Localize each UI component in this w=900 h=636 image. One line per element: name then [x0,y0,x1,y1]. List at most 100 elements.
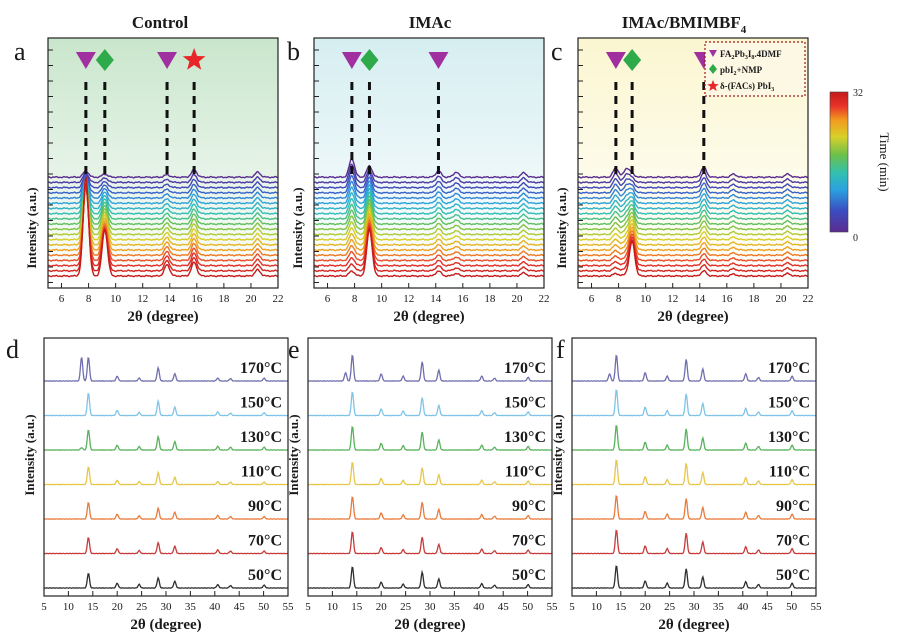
legend-triangle-icon [709,50,717,57]
panel-d-xtick-label: 35 [185,601,197,613]
panel-f-temperature-labels: 170°C 150°C 130°C 110°C 90°C 70°C 50°C [768,360,810,584]
panel-e-xtick-label: 55 [547,601,559,613]
panel-e-trace-50c [308,566,552,590]
panel-c-trace [577,196,808,210]
panel-d-trace-50c [44,573,288,590]
panel-c-xtick-label: 18 [748,293,760,305]
panel-a-xtick-label: 20 [245,293,257,305]
panel-d-trace-170c [44,357,288,383]
panel-c-xticks: 6 8 10 12 14 16 18 20 22 [589,283,814,305]
panel-a-xtick-label: 18 [218,293,230,305]
panel-e-ylabel: Intensity (a.u.) [286,414,301,495]
panel-f-xtick-label: 35 [713,601,725,613]
panel-c-trace [577,236,808,268]
panel-d-temp-label: 90°C [248,498,282,515]
panel-d-xticks: 5 10 15 20 25 30 35 40 45 50 55 [41,591,294,613]
panel-f-xtick-label: 55 [811,601,823,613]
panel-d-xtick-label: 30 [161,601,173,613]
panel-c-traces [577,166,808,278]
panel-f-xtick-label: 50 [786,601,798,613]
panel-e-xtick-label: 35 [449,601,461,613]
panel-b-trace [313,221,544,262]
panel-f-xtick-label: 25 [664,601,676,613]
panel-b-ylabel: Intensity (a.u.) [290,187,305,268]
panel-b-trace [313,227,544,278]
panel-e-temp-label: 130°C [504,429,546,446]
panel-c-xtick-label: 14 [694,293,706,305]
panel-c-trace [577,239,808,273]
panel-e-xlabel: 2θ (degree) [394,617,465,633]
panel-b-title: IMAc [409,13,452,32]
panel-e-xtick-label: 10 [327,601,339,613]
panel-d-xtick-label: 5 [41,601,47,613]
panel-d-temperature-labels: 170°C 150°C 130°C 110°C 90°C 70°C 50°C [240,360,282,584]
panel-c-trace [577,219,808,242]
panel-a-trace [47,173,278,190]
triangle-icon [428,52,449,69]
legend-star-icon [707,80,719,91]
panel-b-letter: b [287,37,300,66]
panel-e-trace-130c [308,426,552,452]
panel-c-title: IMAc/BMIMBF4 [622,13,747,36]
panel-b-trace [313,215,544,252]
triangle-icon [605,52,626,69]
panel-d-trace-130c [44,429,288,452]
legend-item-triangle: FA2Pb3I8.4DMF [720,49,782,61]
panel-d-xtick-label: 45 [234,601,246,613]
panel-b-trace [313,224,544,268]
panel-b-xtick-label: 8 [352,293,358,305]
panel-f-temp-label: 70°C [776,533,810,550]
panel-c-ylabel: Intensity (a.u.) [554,187,569,268]
panel-d-xtick-label: 55 [283,601,295,613]
colorbar-gradient [829,91,849,233]
panel-a-xtick-label: 16 [191,293,203,305]
panel-d-xlabel: 2θ (degree) [130,617,201,633]
panel-b-trace [313,198,544,226]
panel-a-control: Control a 6 8 10 12 14 16 18 20 22 2θ (degree) I… [14,13,284,325]
panel-e-xtick-label: 45 [498,601,510,613]
panel-f-trace-90c [572,495,816,521]
triangle-icon [75,52,96,69]
panel-e-xtick-label: 30 [425,601,437,613]
panel-c-trace [577,182,808,195]
panel-e-trace-170c [308,354,552,383]
panel-d-letter: d [6,335,19,364]
panel-a-xtick-label: 22 [273,293,284,305]
panel-e-temp-label: 150°C [504,395,546,412]
panel-f-temp-label: 90°C [776,498,810,515]
panel-b-frame [313,37,545,289]
panel-e-xtick-label: 20 [376,601,388,613]
panel-d-xtick-label: 25 [136,601,148,613]
legend-diamond-icon [709,64,717,74]
panel-a-traces [47,168,278,278]
panel-d-trace-70c [44,537,288,555]
panel-f-temp-label: 110°C [769,464,810,481]
panel-e-temp-label: 50°C [512,567,546,584]
panel-c-xtick-label: 6 [589,293,595,305]
panel-e-trace-150c [308,391,552,417]
panel-c-trace [577,207,808,226]
panel-e-temp-label: 90°C [512,498,546,515]
panel-b-trace [313,208,544,242]
panel-f-trace-110c [572,459,816,486]
panel-e-temperature-labels: 170°C 150°C 130°C 110°C 90°C 70°C 50°C [504,360,546,584]
panel-b-xtick-label: 22 [539,293,550,305]
panel-d-trace-110c [44,466,288,486]
panel-c-trace [577,187,808,200]
panel-d-control-anneal: d 170°C 150°C 130°C 110°C 90°C 70°C 50°C 5 10 15… [6,335,294,633]
panel-f-temp-label: 130°C [768,429,810,446]
panel-c-trace [577,200,808,216]
triangle-icon [341,52,362,69]
panel-f-trace-70c [572,529,816,555]
panel-d-xtick-label: 15 [87,601,99,613]
panel-c-trace [577,211,808,231]
panel-a-xtick-label: 8 [86,293,92,305]
panel-f-xtick-label: 40 [737,601,749,613]
panel-b-trace [313,218,544,257]
panel-d-traces [44,357,288,590]
panel-d-temp-label: 150°C [240,395,282,412]
panel-f-xtick-label: 10 [591,601,603,613]
panel-d-xtick-label: 50 [258,601,270,613]
legend-box [704,41,806,97]
